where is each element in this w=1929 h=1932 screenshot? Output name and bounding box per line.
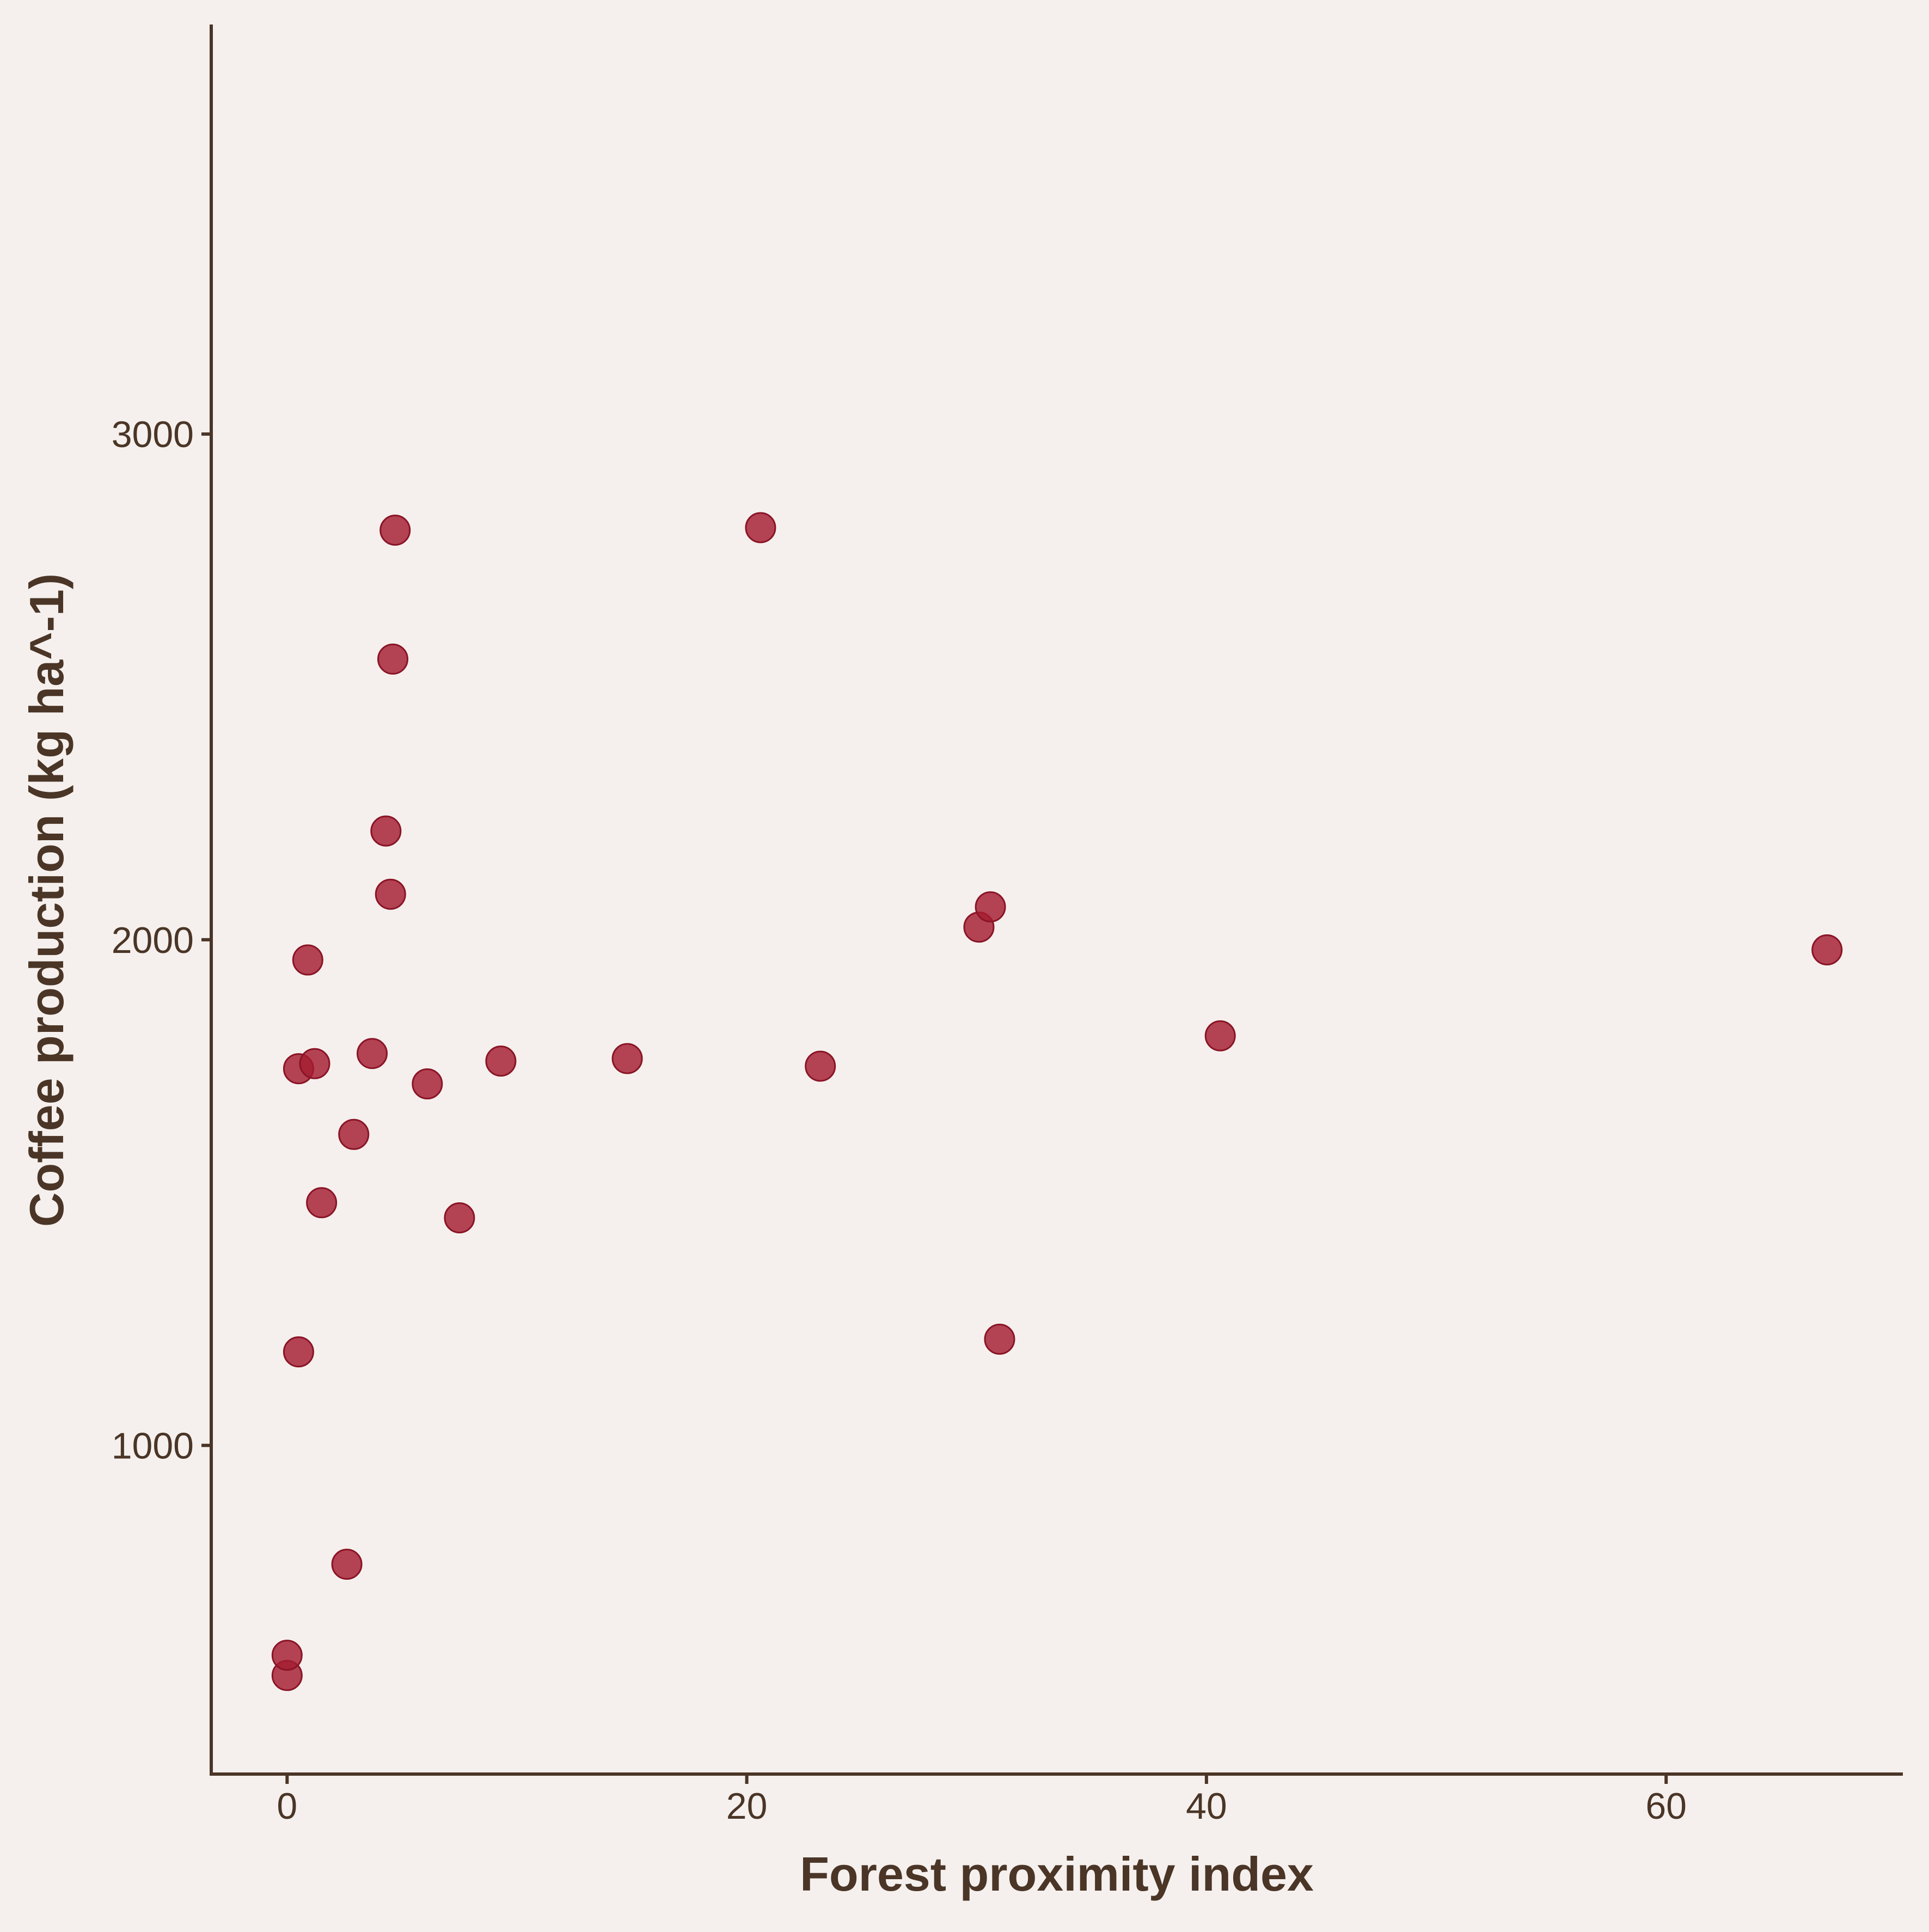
data-point (1811, 934, 1843, 965)
x-tick-label: 60 (1645, 1786, 1687, 1827)
data-point (745, 512, 776, 543)
x-tick-label: 0 (277, 1786, 297, 1827)
data-point (805, 1050, 836, 1082)
y-axis-title: Coffee production (kg ha^-1) (20, 573, 74, 1227)
data-point (485, 1046, 517, 1077)
data-point (611, 1043, 643, 1074)
data-point (357, 1038, 388, 1069)
data-point (370, 815, 402, 847)
x-tick-label: 40 (1186, 1786, 1227, 1827)
axes: 0 20 40 60 1000 2000 3000 (112, 25, 1903, 1827)
x-axis-title: Forest proximity index (800, 1847, 1314, 1901)
y-tick-label: 2000 (112, 920, 194, 961)
data-point (283, 1336, 314, 1368)
data-point (271, 1640, 303, 1671)
y-tick-label: 3000 (112, 414, 194, 455)
data-points (271, 512, 1843, 1691)
data-point (975, 891, 1006, 922)
data-point (412, 1068, 443, 1099)
data-point (331, 1549, 363, 1580)
y-tick-label: 1000 (112, 1425, 194, 1466)
data-point (292, 944, 323, 976)
data-point (444, 1202, 475, 1234)
data-point (984, 1323, 1015, 1355)
data-point (375, 878, 406, 910)
data-point (377, 643, 408, 675)
data-point (306, 1187, 338, 1219)
data-point (379, 515, 411, 546)
x-tick-label: 20 (726, 1786, 768, 1827)
data-point (299, 1048, 330, 1079)
data-point (1204, 1020, 1236, 1051)
data-point (338, 1118, 370, 1150)
